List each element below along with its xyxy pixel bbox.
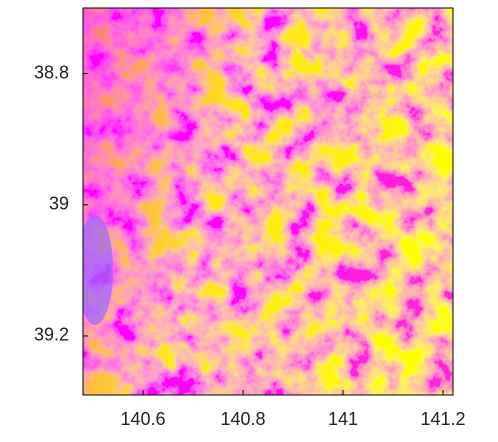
x-tick-label: 141.2 bbox=[420, 409, 465, 429]
y-tick-label: 38.8 bbox=[34, 62, 69, 82]
x-tick-label: 140.6 bbox=[120, 409, 165, 429]
plot-frame bbox=[82, 7, 454, 396]
image-area bbox=[83, 8, 453, 395]
x-tick-label: 141 bbox=[328, 409, 358, 429]
y-tick-label: 39 bbox=[49, 194, 69, 214]
x-tick-label: 140.8 bbox=[220, 409, 265, 429]
image-shade bbox=[83, 8, 453, 395]
image-patch bbox=[83, 215, 113, 325]
y-tick-label: 39.2 bbox=[34, 325, 69, 345]
